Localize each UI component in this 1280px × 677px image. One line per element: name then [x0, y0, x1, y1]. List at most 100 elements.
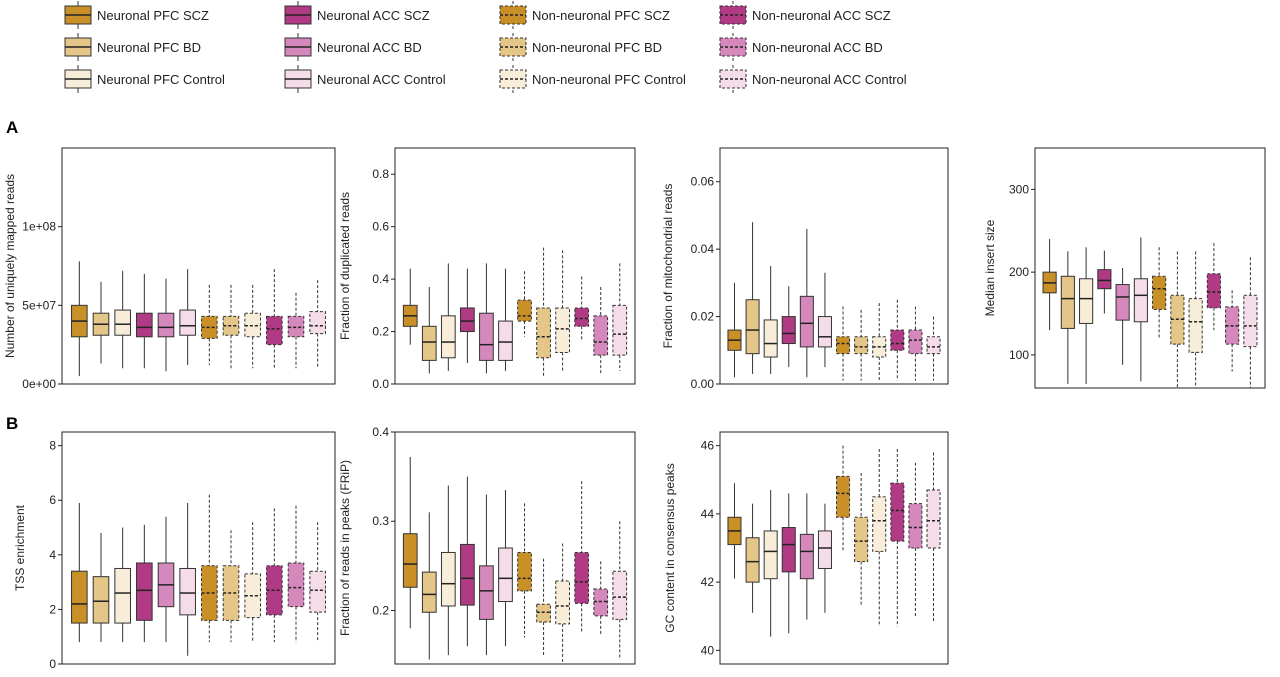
legend-item-9: Non-neuronal ACC SCZ: [719, 1, 891, 29]
box-body: [244, 312, 261, 338]
y-axis-label: Median insert size: [983, 219, 997, 316]
legend-label: Neuronal ACC SCZ: [317, 8, 430, 23]
box-body: [593, 588, 609, 617]
box-11: [926, 316, 941, 381]
y-axis-label: GC content in consensus peaks: [663, 463, 677, 632]
box-0: [71, 502, 88, 643]
box-3: [460, 476, 475, 647]
y-tick-label: 0.8: [372, 167, 389, 181]
box-body: [421, 325, 437, 361]
plot-svg-5: 0.2 0.3 0.4 Fraction of reads in peaks (FRi…: [338, 425, 636, 665]
box-10: [287, 292, 305, 369]
box-3: [781, 286, 796, 368]
box-body: [836, 475, 851, 518]
box-3: [136, 524, 153, 643]
box-body: [781, 527, 796, 573]
y-tick-label: 0.0: [372, 377, 389, 391]
plot-frame: [1034, 147, 1266, 389]
y-tick-label: 5e+07: [22, 298, 56, 312]
box-0: [727, 282, 742, 378]
plot-svg-4: 0 2 4 6 8 TSS enrichment: [13, 431, 336, 671]
box-body: [555, 307, 570, 354]
box-11: [926, 452, 941, 624]
box-11: [309, 522, 326, 643]
box-1: [745, 222, 760, 374]
box-body: [872, 496, 887, 552]
box-body: [781, 316, 796, 345]
y-tick-label: 46: [701, 439, 715, 453]
box-body: [309, 311, 326, 335]
box-7: [536, 558, 551, 656]
box-body: [836, 336, 851, 355]
box-body: [421, 571, 437, 613]
box-body: [574, 307, 590, 327]
box-body: [440, 315, 456, 359]
legend-label: Non-neuronal ACC BD: [752, 40, 883, 55]
box-body: [498, 547, 513, 603]
box-body: [479, 312, 494, 361]
y-tick-label: 42: [701, 575, 715, 589]
legend-label: Non-neuronal PFC Control: [532, 72, 686, 87]
box-2: [440, 485, 456, 656]
legend-label: Neuronal PFC BD: [97, 40, 201, 55]
box-8: [555, 543, 570, 664]
box-8: [555, 250, 570, 371]
box-3: [781, 493, 796, 634]
plot-svg-6: 40 42 44 46 GC content in consensus peaks: [663, 431, 949, 665]
box-1: [745, 503, 760, 613]
legend-label: Neuronal PFC Control: [97, 72, 225, 87]
box-11: [309, 280, 326, 369]
box-body: [908, 503, 923, 549]
box-7: [854, 309, 869, 381]
box-body: [926, 336, 941, 355]
plot-frame: [61, 431, 336, 665]
legend-item-11: Non-neuronal ACC Control: [719, 65, 907, 93]
box-0: [727, 483, 742, 579]
legend-label: Non-neuronal ACC SCZ: [752, 8, 891, 23]
box-5: [179, 502, 196, 656]
box-11: [612, 521, 628, 660]
box-6: [517, 271, 532, 337]
y-tick-label: 300: [1009, 182, 1029, 196]
box-body: [179, 309, 196, 336]
panel-letter-b: B: [6, 414, 19, 433]
box-body: [287, 315, 305, 338]
box-6: [836, 306, 851, 381]
box-4: [479, 494, 494, 656]
y-axis-label: Fraction of reads in peaks (FRiP): [338, 460, 352, 636]
box-0: [402, 268, 418, 345]
legend-item-7: Non-neuronal PFC BD: [499, 33, 662, 61]
box-body: [287, 562, 305, 608]
box-2: [763, 490, 778, 637]
box-2: [440, 263, 456, 371]
y-axis-label: Fraction of mitochondrial reads: [661, 184, 675, 349]
box-2: [763, 266, 778, 374]
box-5: [179, 269, 196, 366]
box-body: [266, 315, 283, 346]
box-body: [890, 329, 905, 351]
box-body: [92, 576, 110, 624]
y-axis-label: Number of uniquely mapped reads: [3, 174, 17, 358]
box-4: [1115, 268, 1130, 365]
y-tick-label: 100: [1009, 348, 1029, 362]
box-body: [157, 312, 175, 338]
plot-frame: [61, 147, 336, 385]
box-9: [1206, 243, 1221, 331]
box-body: [402, 533, 418, 588]
box-body: [854, 516, 869, 563]
y-tick-label: 0.2: [372, 325, 389, 339]
box-2: [114, 527, 131, 643]
box-body: [114, 309, 131, 336]
box-body: [1188, 298, 1203, 353]
box-6: [1152, 247, 1167, 339]
box-body: [890, 482, 905, 542]
legend: Neuronal PFC SCZ Neuronal PFC BD Neuronal …: [0, 0, 1280, 110]
legend-label: Neuronal PFC SCZ: [97, 8, 209, 23]
box-8: [872, 449, 887, 627]
box-body: [926, 489, 941, 549]
box-1: [421, 512, 437, 660]
box-10: [593, 561, 609, 636]
box-4: [157, 278, 175, 372]
plot-svg-3: 100 200 300 Median insert size: [983, 147, 1266, 389]
legend-item-8: Non-neuronal PFC Control: [499, 65, 686, 93]
